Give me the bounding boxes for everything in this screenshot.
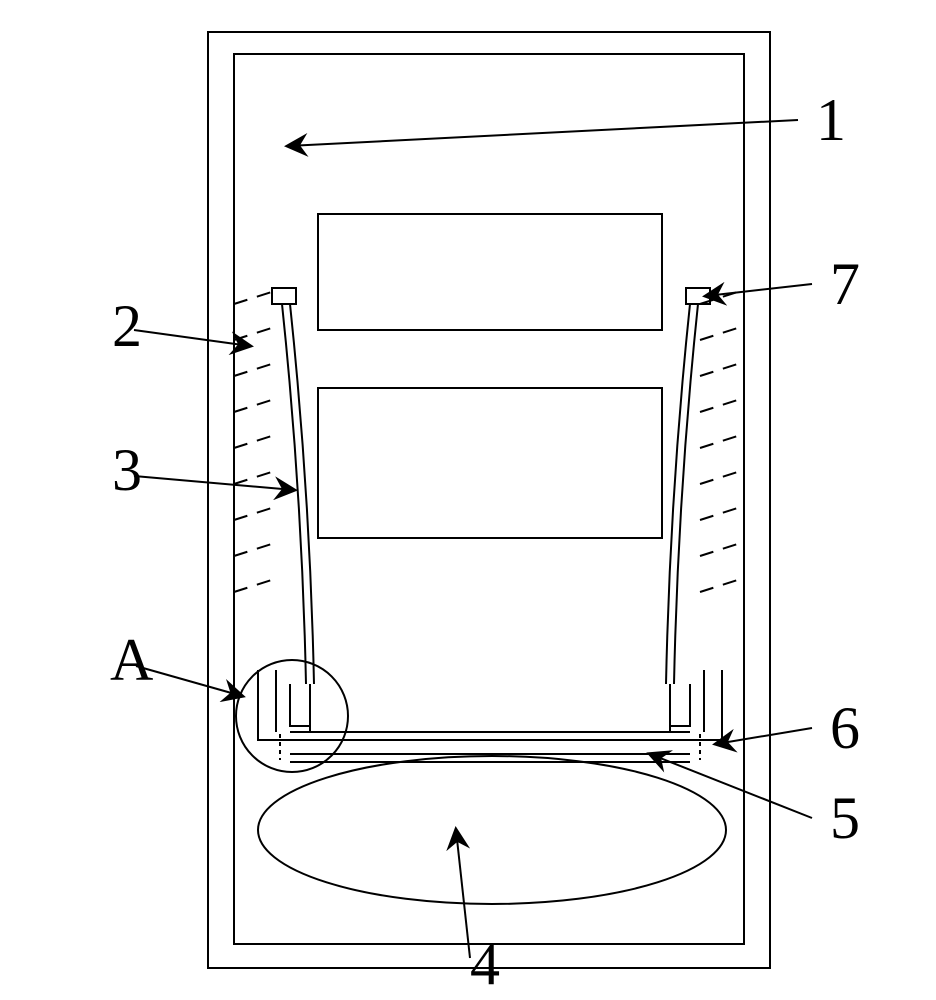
diagram-root: 1 2 3 A 4 5 6 7 — [0, 0, 936, 1000]
top-clip-left — [272, 288, 296, 304]
leader-r5 — [650, 754, 812, 818]
label-rA: A — [110, 627, 153, 693]
inner-frame — [234, 54, 744, 944]
label-r2: 2 — [112, 293, 142, 359]
upper-window — [318, 214, 662, 330]
label-r3: 3 — [112, 437, 142, 503]
curved-rod-left — [282, 304, 306, 684]
curved-rod-right — [674, 304, 698, 684]
outer-frame — [208, 32, 770, 968]
right-grid-plate — [700, 290, 744, 592]
leader-r4 — [456, 830, 470, 958]
left-grid-plate — [234, 290, 278, 592]
base-ellipse — [258, 756, 726, 904]
leader-r7 — [706, 284, 812, 296]
leader-r1 — [288, 120, 798, 146]
label-r5: 5 — [830, 785, 860, 851]
label-r6: 6 — [830, 695, 860, 761]
right-bracket — [690, 670, 722, 740]
lower-window — [318, 388, 662, 538]
drawing-layer: 1 2 3 A 4 5 6 7 — [110, 32, 860, 997]
detail-circle-a — [236, 660, 348, 772]
label-r1: 1 — [816, 87, 846, 153]
left-bracket — [258, 670, 290, 740]
leader-r2 — [134, 330, 250, 346]
label-r7: 7 — [830, 251, 860, 317]
leader-r6 — [716, 728, 812, 744]
leader-r3 — [134, 476, 294, 490]
label-r4: 4 — [470, 931, 500, 997]
